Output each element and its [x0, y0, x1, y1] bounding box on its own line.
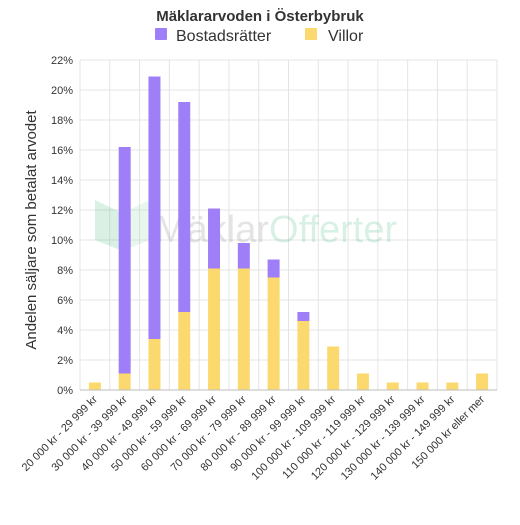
y-tick-label: 22%: [51, 55, 73, 67]
legend-label-bostadsratter: Bostadsrätter: [176, 28, 272, 45]
bar-villor[interactable]: [118, 373, 131, 391]
legend-item-bostadsratter[interactable]: Bostadsrätter: [155, 28, 272, 45]
y-tick-label: 2%: [57, 355, 73, 367]
y-axis-label: Andelen säljare som betalat arvodet: [23, 110, 40, 350]
y-tick-label: 6%: [57, 295, 73, 307]
y-axis-ticks: 0% 2% 4% 6% 8% 10% 12% 14% 16% 18% 20% 22%: [51, 55, 73, 397]
y-tick-label: 16%: [51, 145, 73, 157]
chart-title: Mäklararvoden i Österbybruk: [156, 8, 364, 25]
bar-bostadsratter[interactable]: [267, 259, 280, 278]
y-tick-label: 0%: [57, 385, 73, 397]
y-tick-label: 8%: [57, 265, 73, 277]
y-tick-label: 12%: [51, 205, 73, 217]
bar-bostadsratter[interactable]: [208, 208, 221, 269]
watermark-logo-text: MäklarOfferter: [155, 209, 397, 251]
legend: Bostadsrätter Villor: [155, 28, 364, 45]
bar-villor[interactable]: [446, 382, 459, 391]
bar-villor[interactable]: [356, 373, 369, 391]
bar-bostadsratter[interactable]: [237, 243, 250, 269]
bar-villor[interactable]: [208, 268, 221, 391]
bar-villor[interactable]: [178, 312, 191, 390]
legend-item-villor[interactable]: Villor: [305, 28, 364, 45]
y-tick-label: 20%: [51, 85, 73, 97]
watermark-logo-shape-left: [95, 200, 120, 250]
bar-bostadsratter[interactable]: [148, 76, 161, 340]
bar-villor[interactable]: [327, 346, 340, 391]
bar-villor[interactable]: [148, 339, 161, 390]
bar-villor[interactable]: [267, 277, 280, 391]
bar-villor[interactable]: [476, 373, 489, 391]
bar-villor[interactable]: [237, 268, 250, 391]
bar-villor[interactable]: [297, 321, 310, 390]
bar-villor[interactable]: [416, 382, 429, 391]
legend-swatch-villor: [305, 28, 317, 40]
y-tick-label: 18%: [51, 115, 73, 127]
watermark-text-offerter: Offerter: [269, 209, 397, 251]
bar-bostadsratter[interactable]: [297, 312, 310, 321]
legend-swatch-bostadsratter: [155, 28, 167, 40]
legend-label-villor: Villor: [328, 28, 364, 45]
bar-villor[interactable]: [386, 382, 399, 391]
y-tick-label: 14%: [51, 175, 73, 187]
y-tick-label: 4%: [57, 325, 73, 337]
y-tick-label: 10%: [51, 235, 73, 247]
bars: [88, 76, 489, 391]
bar-bostadsratter[interactable]: [118, 147, 131, 374]
bar-bostadsratter[interactable]: [178, 102, 191, 312]
bar-villor[interactable]: [88, 382, 101, 391]
